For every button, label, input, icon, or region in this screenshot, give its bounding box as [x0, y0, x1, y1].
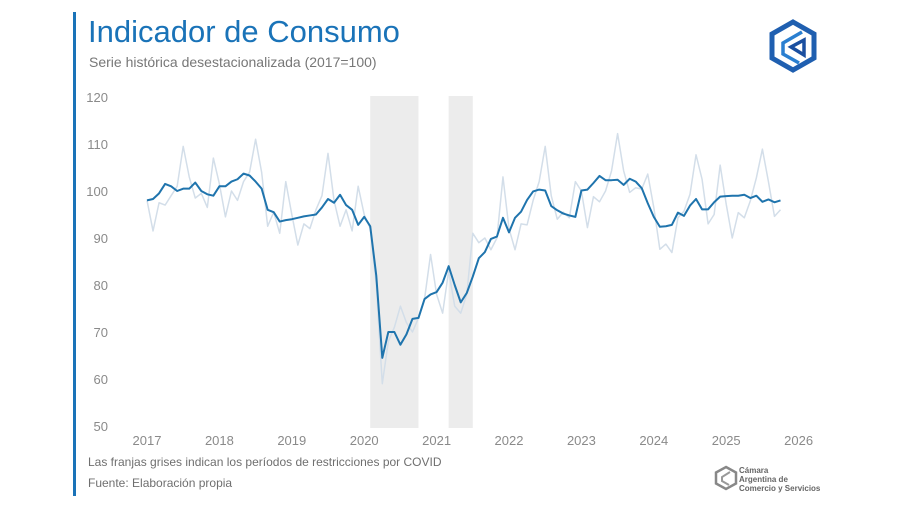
x-tick-label: 2025 — [712, 433, 741, 448]
x-axis-ticks: 2017 2018 2019 2020 2021 2022 2023 2024 2025 2026 — [133, 433, 814, 448]
source-note: Fuente: Elaboración propia — [88, 476, 233, 490]
accent-bar — [73, 12, 76, 496]
covid-note: Las franjas grises indican los períodos … — [88, 455, 442, 469]
y-tick-label: 120 — [86, 90, 108, 105]
covid-bands — [370, 96, 473, 428]
x-tick-label: 2021 — [422, 433, 451, 448]
y-tick-label: 80 — [94, 278, 108, 293]
y-axis-ticks: 50 60 70 80 90 100 110 120 — [86, 90, 108, 434]
x-tick-label: 2026 — [784, 433, 813, 448]
y-tick-label: 90 — [94, 231, 108, 246]
org-logo-line: Comercio y Servicios — [739, 484, 821, 493]
page-subtitle: Serie histórica desestacionalizada (2017… — [89, 54, 377, 70]
trend-series-line — [146, 172, 781, 359]
covid-band — [448, 96, 473, 428]
x-tick-label: 2017 — [133, 433, 162, 448]
x-tick-label: 2018 — [205, 433, 234, 448]
x-tick-label: 2023 — [567, 433, 596, 448]
org-logo-text: Cámara Argentina de Comercio y Servicios — [739, 466, 820, 493]
x-tick-label: 2022 — [495, 433, 524, 448]
y-tick-label: 110 — [87, 137, 108, 152]
page-title: Indicador de Consumo — [88, 14, 400, 49]
brand-logo — [769, 19, 817, 73]
y-tick-label: 100 — [86, 184, 108, 199]
x-tick-label: 2020 — [350, 433, 379, 448]
y-tick-label: 60 — [94, 372, 108, 387]
y-tick-label: 70 — [94, 325, 108, 340]
x-tick-label: 2019 — [277, 433, 306, 448]
x-tick-label: 2024 — [639, 433, 668, 448]
series-lines — [146, 132, 782, 385]
org-logo-line: Argentina de — [739, 475, 788, 484]
covid-band — [370, 96, 419, 428]
org-logo-line: Cámara — [739, 466, 769, 475]
org-logo-icon — [714, 465, 738, 491]
original-series-line — [146, 132, 782, 385]
y-tick-label: 50 — [94, 419, 108, 434]
